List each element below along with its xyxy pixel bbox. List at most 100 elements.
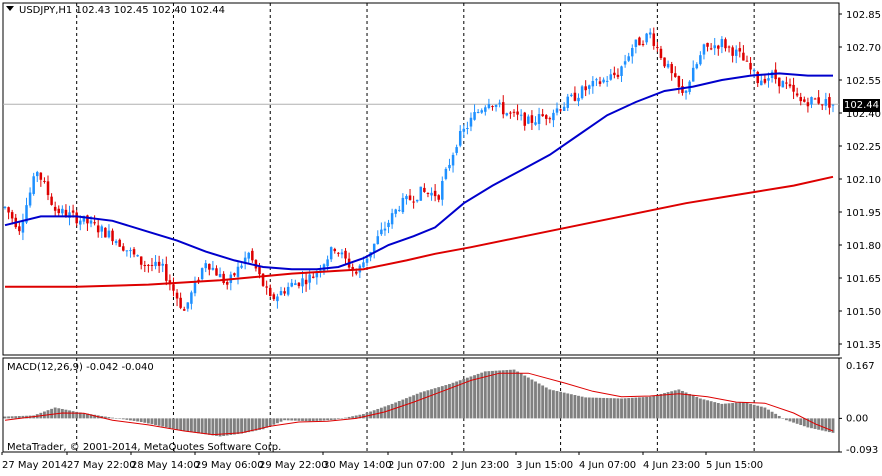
macd-bar (261, 418, 265, 430)
candle-body (810, 97, 813, 105)
candle (505, 112, 509, 117)
candle (243, 251, 247, 270)
macd-bar (121, 418, 125, 420)
candle-body (75, 212, 78, 224)
candle-body (480, 110, 483, 113)
macd-bar (820, 418, 824, 431)
candle (268, 284, 272, 297)
candle-body (473, 112, 476, 120)
x-tick-label: 27 May 22:00 (67, 460, 136, 471)
candle (190, 290, 193, 310)
candle (641, 40, 645, 47)
candle-body (430, 192, 433, 196)
macd-bar (713, 402, 717, 419)
candle (577, 93, 580, 107)
candle-body (114, 241, 118, 244)
macd-bar (236, 418, 240, 435)
candle-body (795, 93, 799, 96)
candle (670, 61, 673, 81)
macd-bar (68, 410, 71, 419)
candle (107, 224, 111, 239)
macd-bar (258, 418, 261, 430)
candle (648, 28, 652, 39)
candle (785, 76, 788, 89)
macd-bar (519, 373, 523, 419)
symbol-header: USDJPY,H1 102.43 102.45 102.40 102.44 (19, 5, 225, 16)
macd-bar (200, 418, 204, 434)
candle-body (43, 180, 46, 182)
candle (154, 255, 157, 270)
candle (595, 77, 598, 87)
y-tick-label: 0.167 (846, 361, 875, 372)
candle-body (236, 266, 240, 277)
candle-body (824, 99, 828, 106)
macd-bar (802, 418, 806, 427)
candle-body (813, 98, 817, 100)
candle-body (57, 208, 61, 214)
macd-bar (383, 406, 387, 419)
candle (458, 125, 462, 148)
candle (466, 121, 469, 135)
candle-body (806, 102, 810, 107)
candle-body (340, 252, 344, 255)
macd-bar (394, 402, 398, 419)
candle (734, 45, 738, 64)
candle (304, 273, 308, 292)
y-tick-label: 102.25 (846, 142, 881, 153)
candle (290, 279, 294, 288)
candle-body (745, 60, 749, 62)
candle (222, 271, 225, 285)
candle-body (437, 195, 440, 200)
candle (161, 258, 164, 273)
candle (208, 263, 211, 276)
macd-bar (193, 418, 197, 433)
candle (813, 97, 817, 100)
macd-bar (139, 418, 143, 422)
candle (93, 215, 96, 226)
candle (555, 102, 559, 116)
candle-body (243, 257, 247, 264)
candle-body (444, 168, 448, 179)
candle (21, 213, 25, 241)
candle (376, 230, 380, 245)
macd-bar (347, 416, 351, 419)
candle-body (462, 128, 466, 132)
candle-body (709, 48, 713, 50)
ma-fast-line (4, 72, 833, 271)
candle-body (659, 48, 663, 59)
candle (179, 292, 182, 310)
macd-bar (444, 385, 448, 419)
macd-bar (458, 380, 462, 419)
candle-body (333, 248, 337, 252)
candle-body (179, 297, 182, 308)
candle-body (516, 111, 519, 115)
dropdown-arrow-icon[interactable] (6, 6, 14, 11)
macd-bar (351, 416, 355, 419)
candle-body (122, 246, 125, 251)
candle-body (648, 32, 652, 35)
candle-body (541, 114, 544, 117)
candle (143, 260, 147, 273)
candle-body (387, 222, 390, 228)
candle (792, 77, 795, 100)
candle (165, 256, 168, 286)
macd-bar (781, 418, 785, 419)
candle (623, 54, 627, 68)
candle-body (200, 268, 204, 280)
candle (559, 108, 562, 112)
candle (727, 45, 731, 53)
candle-body (272, 294, 276, 300)
candle-body (147, 264, 150, 266)
candle-body (799, 97, 802, 102)
candle (652, 27, 656, 50)
candle (372, 243, 376, 259)
candle (46, 175, 50, 201)
macd-bar (182, 418, 186, 432)
candle-body (451, 154, 455, 166)
macd-bar (86, 413, 89, 419)
x-tick-label: 27 May 2014 (2, 460, 67, 471)
macd-bar (569, 394, 573, 419)
candle (645, 32, 648, 45)
